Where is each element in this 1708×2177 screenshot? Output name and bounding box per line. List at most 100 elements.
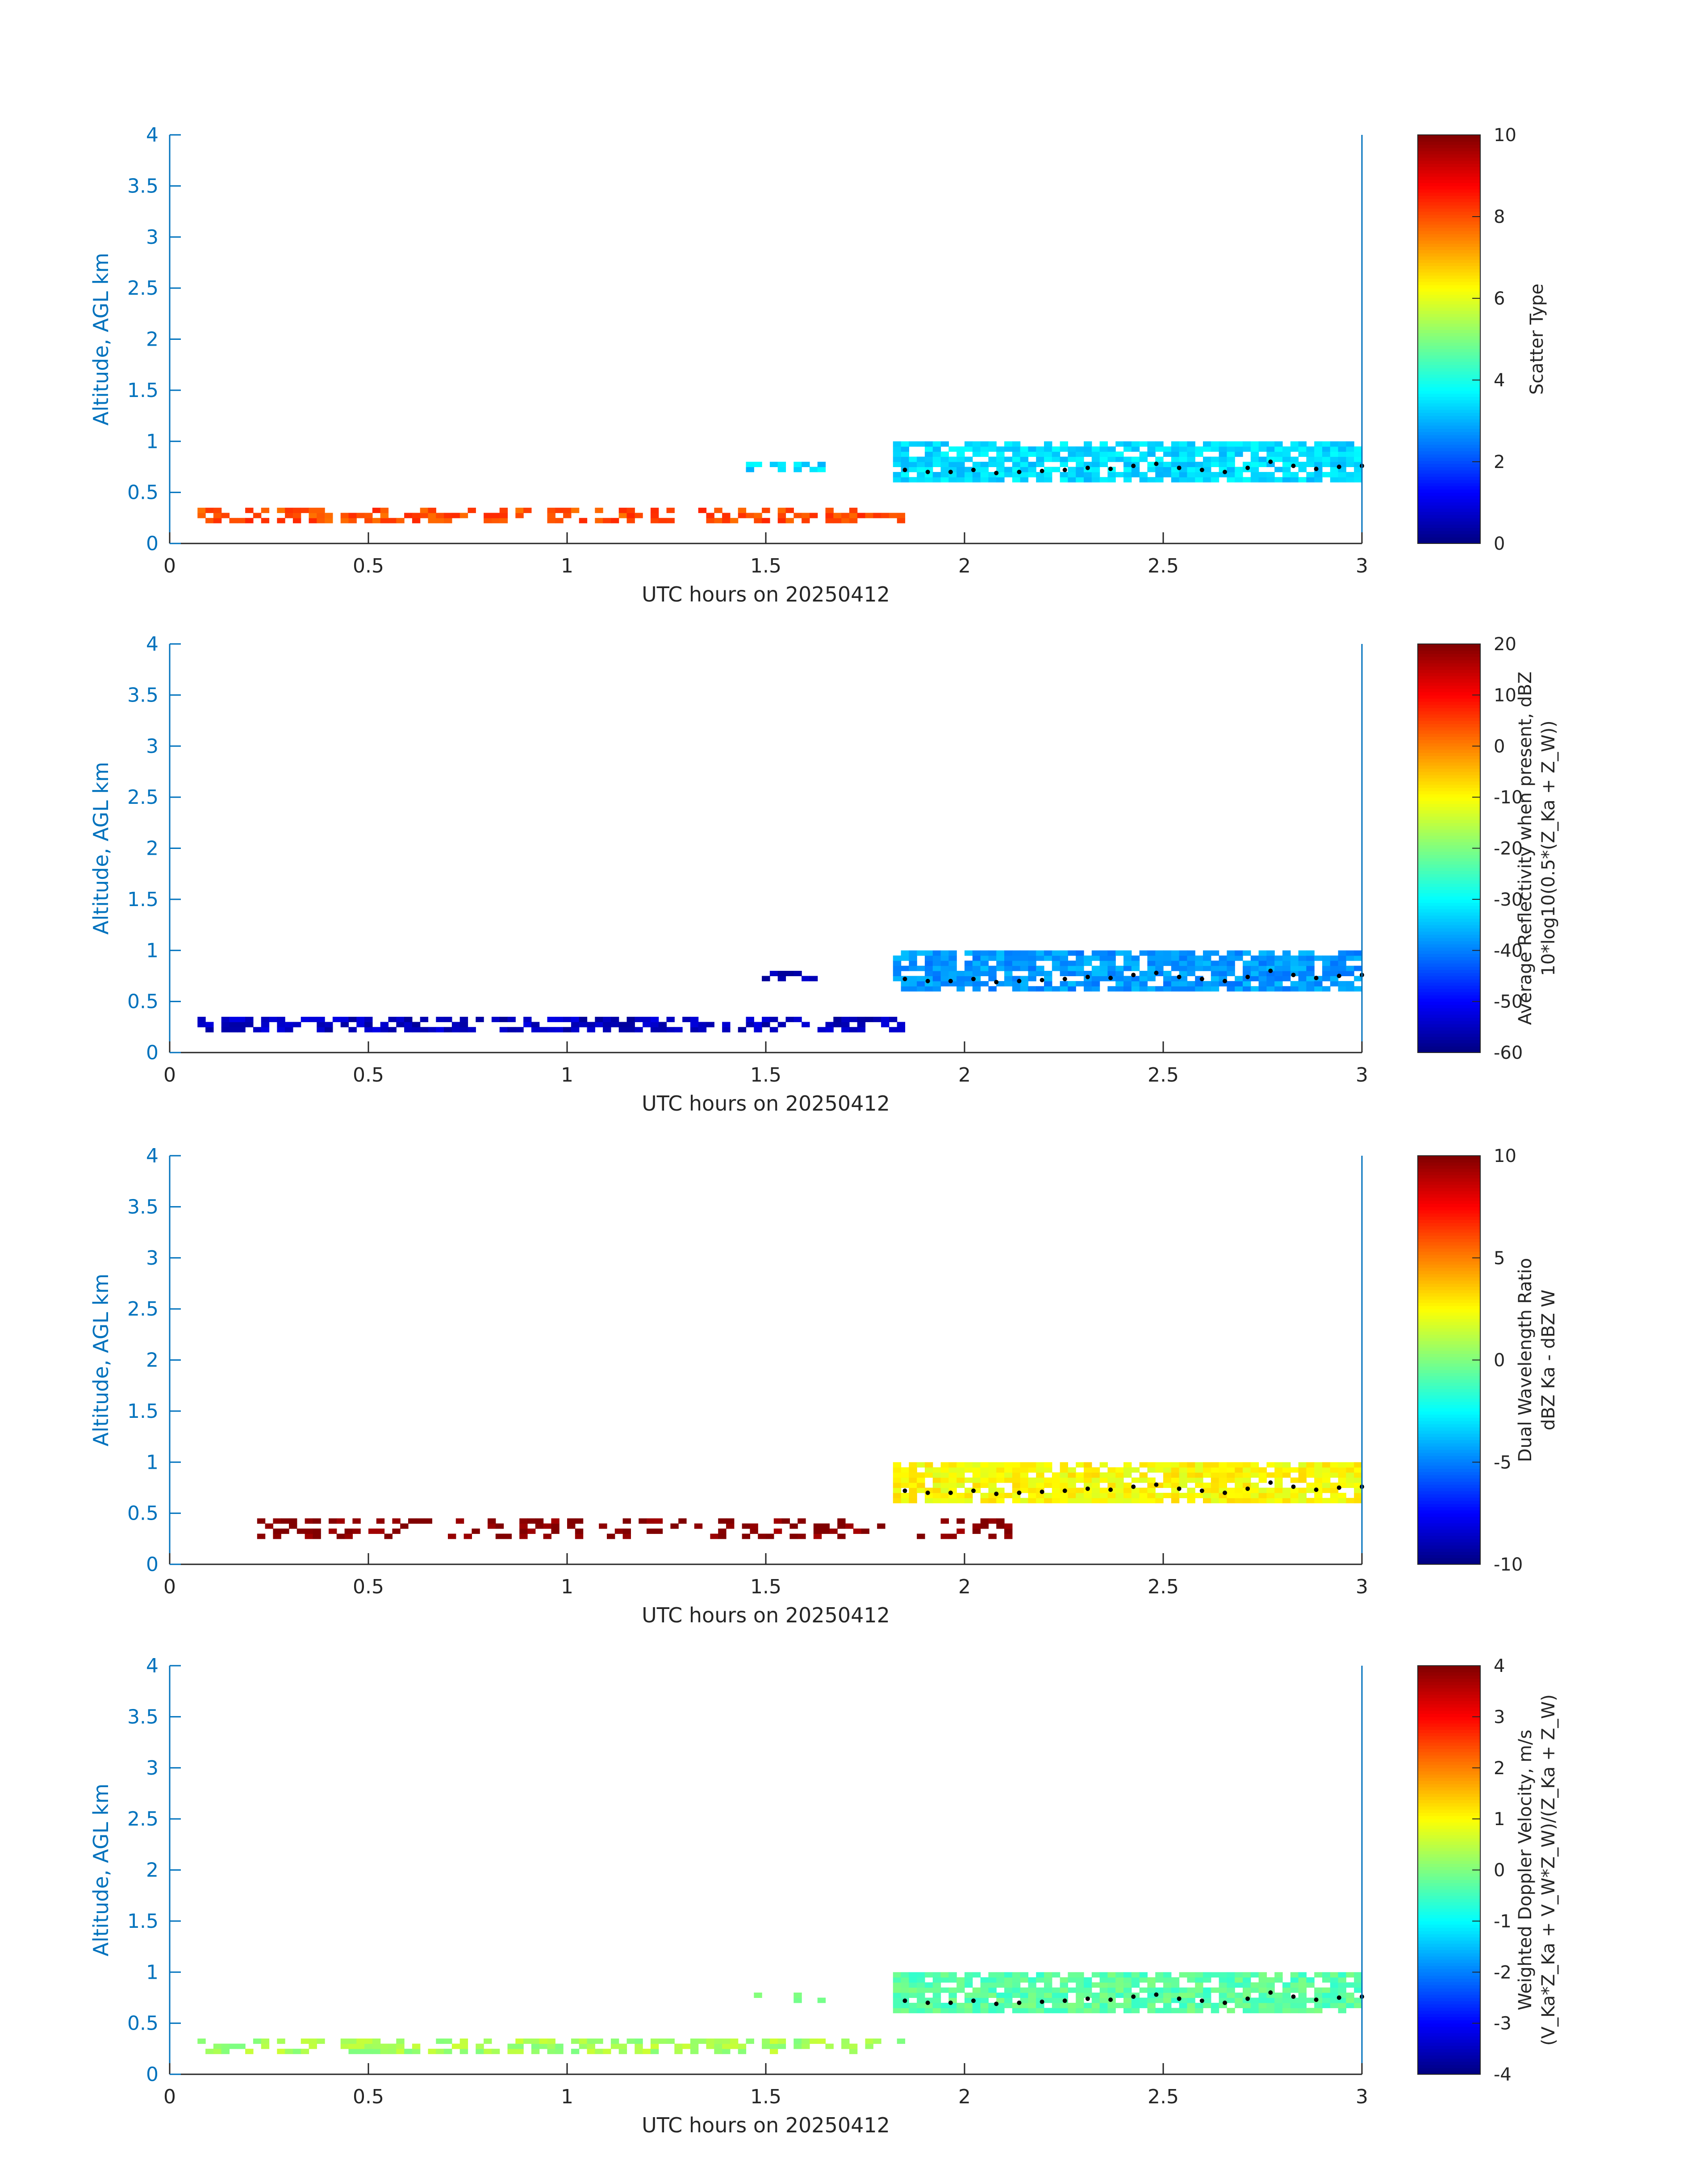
- heatmap-cell: [1147, 986, 1156, 992]
- heatmap-cell: [1115, 965, 1124, 971]
- heatmap-cell: [1147, 462, 1156, 467]
- heatmap-cell: [610, 1022, 619, 1028]
- heatmap-cell: [1250, 986, 1259, 992]
- heatmap-cell: [1107, 1982, 1116, 1988]
- colorbar-segment: [1418, 336, 1480, 340]
- heatmap-cell: [940, 1972, 949, 1978]
- heatmap-cell: [523, 1022, 532, 1028]
- heatmap-cell: [309, 2038, 317, 2044]
- heatmap-cell: [901, 456, 909, 462]
- heatmap-cell: [1107, 1498, 1116, 1504]
- heatmap-cell: [197, 513, 206, 518]
- heatmap-cell: [988, 1462, 997, 1468]
- heatmap-cell: [1258, 1498, 1267, 1504]
- heatmap-cell: [1282, 965, 1291, 971]
- heatmap-cell: [332, 1016, 341, 1022]
- heatmap-cell: [1235, 467, 1243, 472]
- heatmap-cell: [603, 1027, 611, 1032]
- heatmap-cell: [1004, 1977, 1013, 1983]
- heatmap-cell: [1235, 1472, 1243, 1478]
- cloud-base-marker: [1291, 464, 1296, 468]
- colorbar-segment: [1418, 653, 1480, 657]
- heatmap-cell: [1266, 472, 1275, 477]
- heatmap-cell: [909, 462, 917, 467]
- heatmap-cell: [798, 1534, 806, 1539]
- heatmap-cell: [1282, 467, 1291, 472]
- cloud-base-marker: [1154, 970, 1159, 975]
- heatmap-cell: [956, 971, 965, 976]
- heatmap-cell: [1195, 965, 1203, 971]
- heatmap-cell: [1314, 1993, 1323, 1998]
- heatmap-cell: [940, 976, 949, 982]
- heatmap-cell: [1179, 1477, 1187, 1483]
- heatmap-cell: [1298, 961, 1307, 966]
- heatmap-cell: [956, 2008, 965, 2014]
- colorbar-label: Average Reflectivity when present, dBZ: [1515, 672, 1536, 1025]
- heatmap-cell: [1044, 1987, 1052, 1993]
- heatmap-cell: [1020, 950, 1028, 956]
- colorbar-segment: [1418, 1834, 1480, 1839]
- colorbar-segment: [1418, 447, 1480, 451]
- heatmap-cell: [1076, 477, 1084, 483]
- colorbar-segment: [1418, 647, 1480, 651]
- heatmap-cell: [499, 513, 508, 518]
- heatmap-cell: [1171, 1498, 1180, 1504]
- heatmap-cell: [1250, 1467, 1259, 1473]
- heatmap-cell: [1266, 2002, 1275, 2008]
- heatmap-cell: [1155, 456, 1164, 462]
- heatmap-cell: [1227, 456, 1235, 462]
- heatmap-cell: [1052, 467, 1061, 472]
- heatmap-cell: [1227, 1987, 1235, 1993]
- heatmap-cell: [1203, 441, 1211, 447]
- heatmap-cell: [940, 955, 949, 961]
- heatmap-cell: [1099, 2002, 1108, 2008]
- heatmap-cell: [1243, 446, 1251, 452]
- heatmap-cell: [1068, 1467, 1076, 1473]
- colorbar-segment: [1418, 1822, 1480, 1826]
- colorbar-segment: [1418, 752, 1480, 756]
- colorbar-segment: [1418, 1720, 1480, 1724]
- colorbar-segment: [1418, 912, 1480, 916]
- heatmap-cell: [909, 467, 917, 472]
- heatmap-cell: [817, 1997, 826, 2003]
- colorbar-segment: [1418, 157, 1480, 161]
- heatmap-cell: [1195, 1462, 1203, 1468]
- heatmap-cell: [996, 1977, 1005, 1983]
- colorbar-tick-label: 0: [1494, 534, 1505, 554]
- heatmap-cell: [909, 1492, 917, 1498]
- heatmap-cell: [1052, 950, 1061, 956]
- colorbar-segment: [1418, 775, 1480, 779]
- colorbar-segment: [1418, 1398, 1480, 1402]
- colorbar-segment: [1418, 1484, 1480, 1488]
- heatmap-cell: [893, 456, 902, 462]
- heatmap-cell: [1346, 2002, 1354, 2008]
- heatmap-cell: [833, 518, 842, 523]
- heatmap-cell: [1179, 446, 1187, 452]
- heatmap-cell: [281, 1518, 289, 1524]
- heatmap-cell: [996, 456, 1005, 462]
- heatmap-cell: [1227, 981, 1235, 986]
- cloud-base-marker: [948, 978, 953, 983]
- colorbar-segment: [1418, 1994, 1480, 1998]
- heatmap-cell: [1338, 1477, 1346, 1483]
- heatmap-cell: [305, 1528, 313, 1534]
- heatmap-cell: [1099, 965, 1108, 971]
- colorbar-segment: [1418, 1385, 1480, 1389]
- heatmap-cell: [444, 2038, 452, 2044]
- heatmap-cell: [579, 2043, 588, 2049]
- colorbar-segment: [1418, 1962, 1480, 1966]
- colorbar-segment: [1418, 460, 1480, 464]
- heatmap-cell: [1163, 451, 1172, 457]
- heatmap-cell: [996, 1518, 1005, 1524]
- colorbar-segment: [1418, 297, 1480, 301]
- heatmap-cell: [1131, 456, 1140, 462]
- colorbar-segment: [1418, 2058, 1480, 2062]
- colorbar-segment: [1418, 1254, 1480, 1258]
- x-tick-label: 2.5: [1148, 1064, 1179, 1086]
- heatmap-cell: [531, 2048, 540, 2054]
- heatmap-cell: [1028, 1987, 1036, 1993]
- heatmap-cell: [769, 462, 778, 467]
- x-tick-label: 1: [561, 1064, 573, 1086]
- heatmap-cell: [1314, 986, 1323, 992]
- heatmap-cell: [909, 1472, 917, 1478]
